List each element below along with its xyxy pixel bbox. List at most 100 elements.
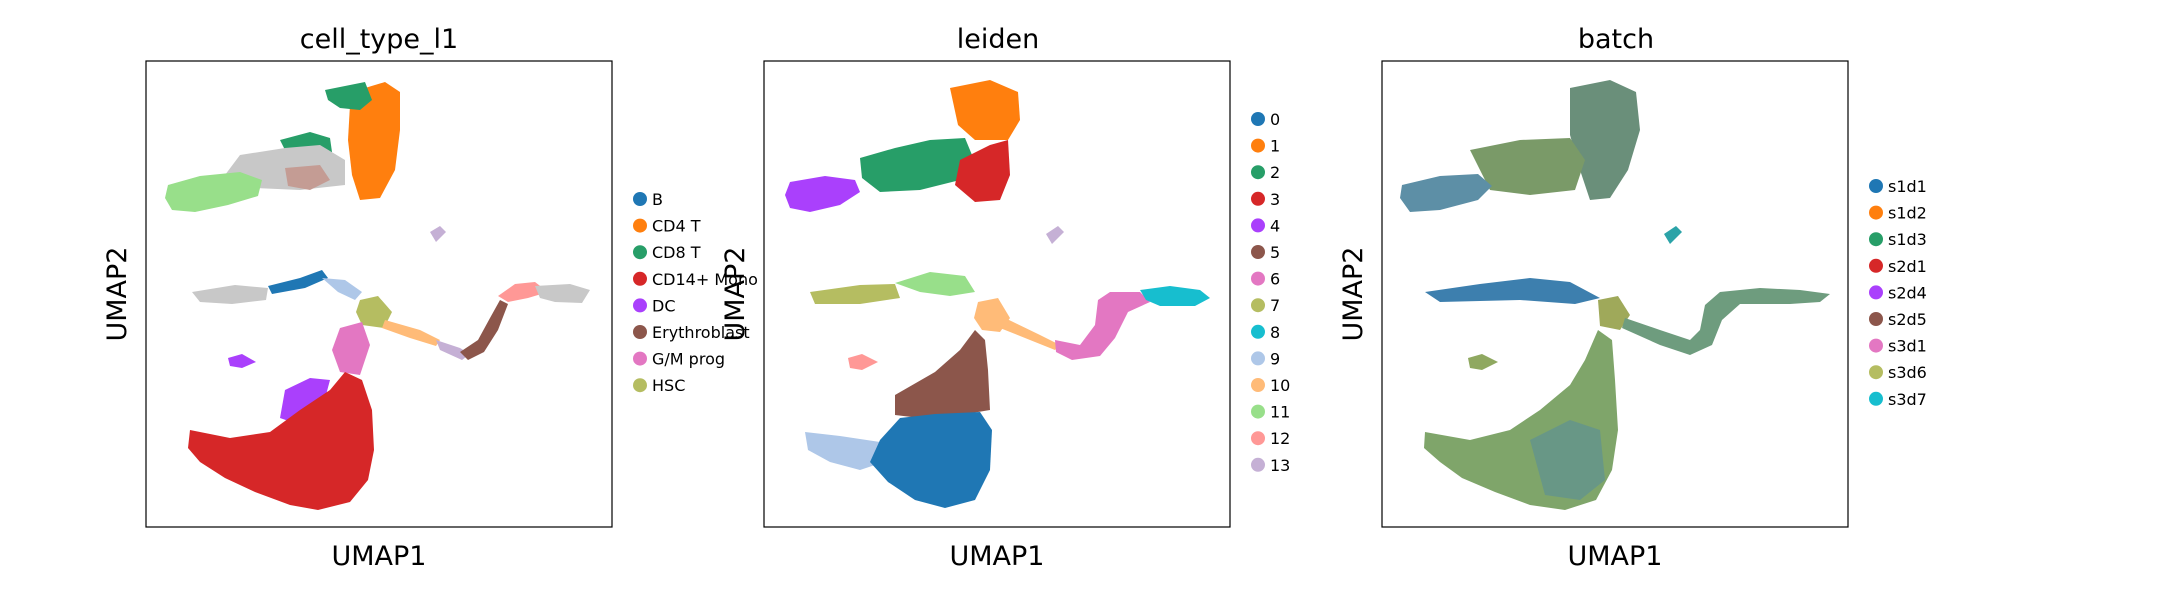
legend-marker — [1251, 165, 1265, 180]
legend-label: B — [652, 190, 663, 209]
legend-item: 5 — [1251, 243, 1280, 262]
legend-marker — [1869, 232, 1883, 247]
legend-label: s3d6 — [1888, 363, 1927, 382]
point-cloud — [165, 82, 590, 510]
legend-marker — [1869, 365, 1883, 380]
region-top — [1570, 80, 1640, 200]
panel-cell-type: cell_type_l1 — [102, 24, 758, 572]
plot-frame — [1381, 60, 1849, 528]
legend-label: s2d5 — [1888, 310, 1927, 329]
legend-item: CD14+ Mono — [633, 270, 758, 289]
legend-label: 11 — [1270, 403, 1290, 422]
legend-label: CD4 T — [652, 217, 701, 236]
legend-item: DC — [633, 296, 676, 315]
legend-item: s2d4 — [1869, 283, 1927, 302]
cluster-dc — [228, 354, 256, 368]
panel-title: leiden — [957, 24, 1039, 55]
hub — [1598, 296, 1630, 330]
legend-item: 11 — [1251, 403, 1290, 422]
legend: s1d1 s1d2 s1d3 s2d1 s2d4 s2d5 s3d1 s3d6 s3d7 — [1869, 177, 1927, 409]
strand-10 — [1000, 318, 1060, 350]
legend-marker — [1251, 191, 1265, 206]
cluster-4 — [785, 176, 860, 212]
cluster-tan — [285, 165, 330, 190]
legend-label: HSC — [652, 376, 685, 395]
cluster-7 — [810, 284, 900, 304]
legend-item: s3d6 — [1869, 363, 1927, 382]
cluster-left-lobe — [165, 172, 262, 212]
cluster-6 — [1055, 292, 1150, 360]
cluster-11 — [895, 272, 975, 296]
legend-marker — [633, 192, 647, 206]
legend-label: 1 — [1270, 137, 1280, 156]
legend-item: 13 — [1251, 456, 1290, 475]
legend-item: 3 — [1251, 190, 1280, 209]
cluster-5 — [895, 330, 990, 418]
cluster-cd4-t — [348, 82, 400, 200]
panel-batch: batch UMAP1 UMAP2 s1d1 s1d2 s1d3 s2d1 s2d4 s2… — [1338, 24, 1927, 572]
region-left-lobe — [1400, 174, 1492, 212]
legend-item: 7 — [1251, 296, 1280, 315]
legend-marker — [1251, 351, 1265, 366]
cluster-0 — [870, 412, 992, 508]
cluster-dc-b — [280, 378, 330, 425]
legend-item: 6 — [1251, 270, 1280, 289]
legend-label: 0 — [1270, 110, 1280, 129]
legend-marker — [1251, 138, 1265, 153]
legend-item: HSC — [633, 376, 685, 395]
legend-label: 4 — [1270, 216, 1280, 235]
cluster-13 — [1046, 226, 1064, 244]
legend-label: 5 — [1270, 243, 1280, 262]
legend-marker — [1251, 457, 1265, 472]
legend-item: CD8 T — [633, 243, 701, 262]
legend-label: 6 — [1270, 270, 1280, 289]
legend-label: s1d3 — [1888, 230, 1927, 249]
band-grey-right — [535, 284, 590, 303]
legend-marker — [633, 351, 647, 366]
cluster-8 — [1140, 286, 1210, 306]
legend-item: 1 — [1251, 137, 1280, 156]
strand-right — [1622, 288, 1830, 355]
legend-marker — [1251, 245, 1265, 259]
legend-marker — [1251, 378, 1265, 392]
legend-item: 12 — [1251, 429, 1290, 448]
y-axis-label: UMAP2 — [1338, 247, 1369, 342]
legend-label: 2 — [1270, 163, 1280, 182]
band-grey-left — [192, 285, 268, 304]
legend-marker — [1251, 404, 1265, 419]
x-axis-label: UMAP1 — [950, 541, 1045, 572]
cluster-10 — [974, 298, 1010, 332]
region-top-left — [1470, 138, 1585, 195]
region-small-left — [1468, 354, 1498, 370]
y-axis-label: UMAP2 — [102, 247, 133, 342]
legend-item: s1d1 — [1869, 177, 1927, 196]
legend-item: 0 — [1251, 110, 1280, 129]
cluster-b — [268, 270, 328, 294]
legend-item: Erythroblast — [633, 323, 750, 342]
legend-label: s3d1 — [1888, 337, 1927, 356]
legend-item: B — [633, 190, 663, 209]
legend-label: s1d2 — [1888, 204, 1927, 223]
legend-marker — [1869, 338, 1883, 353]
legend-item: 8 — [1251, 323, 1280, 342]
panel-title: batch — [1578, 24, 1654, 55]
legend-label: 12 — [1270, 429, 1290, 448]
region-small — [1664, 226, 1682, 244]
plot-frame — [763, 60, 1231, 528]
cluster-12 — [848, 354, 878, 370]
legend-marker — [1251, 324, 1265, 339]
legend-label: 7 — [1270, 296, 1280, 315]
x-axis-label: UMAP1 — [332, 541, 427, 572]
band-lightblue — [322, 278, 362, 300]
legend-item: s1d3 — [1869, 230, 1927, 249]
legend-label: 9 — [1270, 349, 1280, 368]
cluster-hsc — [356, 296, 392, 328]
legend-marker — [1251, 298, 1265, 313]
legend-label: CD14+ Mono — [652, 270, 758, 289]
cluster-cd8-t — [325, 82, 372, 110]
region-main-tint — [1530, 420, 1605, 500]
legend-label: 10 — [1270, 376, 1290, 395]
legend-marker — [1251, 271, 1265, 286]
